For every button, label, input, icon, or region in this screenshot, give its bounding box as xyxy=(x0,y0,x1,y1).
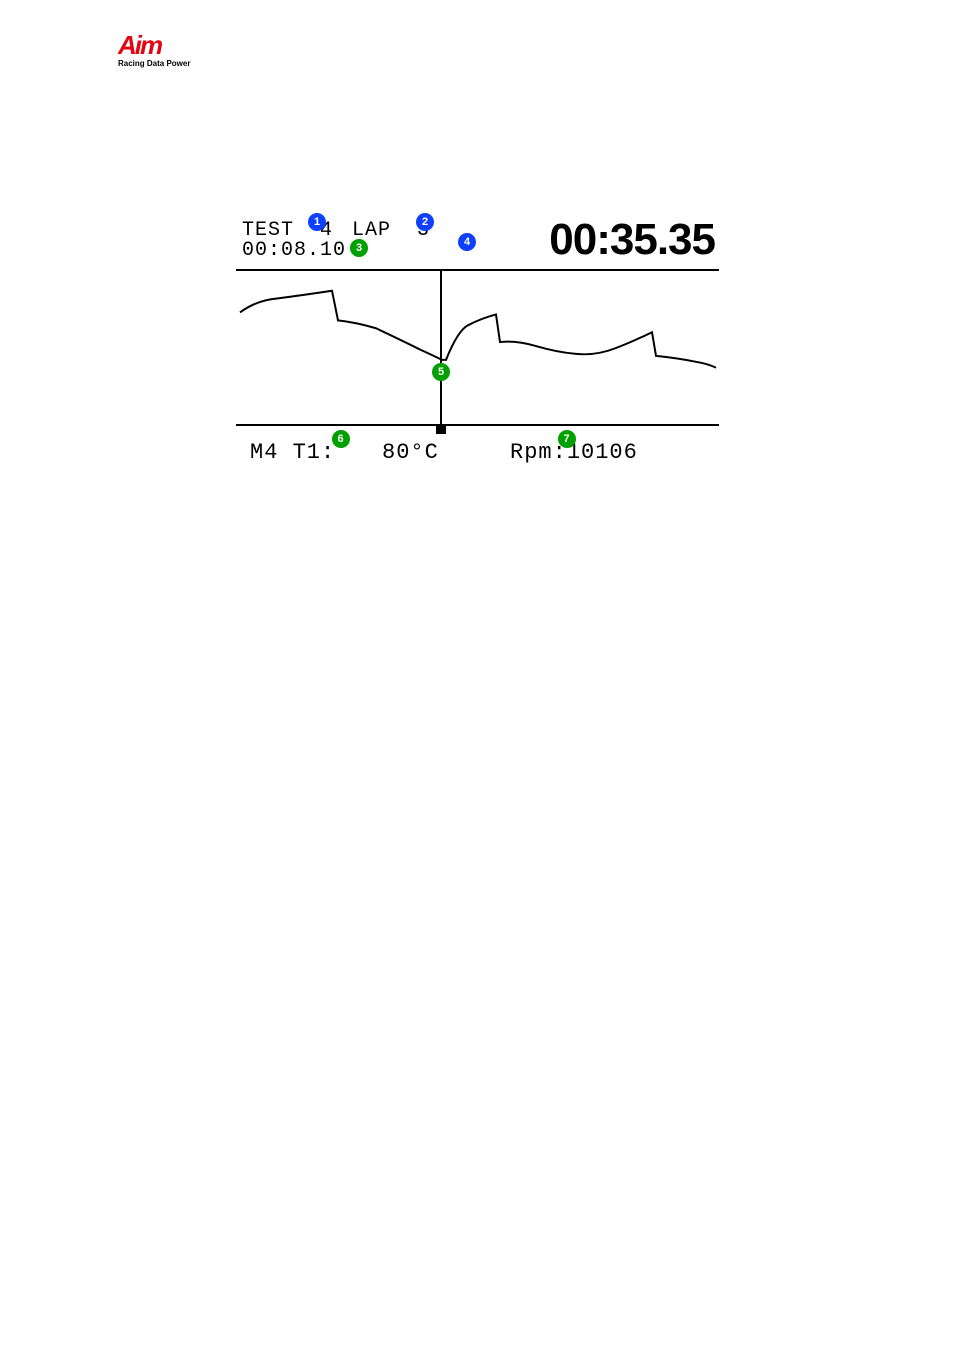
temp-value: 80°C xyxy=(382,440,439,465)
brand-logo: Aim Racing Data Power xyxy=(118,30,218,68)
callout-marker-3: 3 xyxy=(350,239,368,257)
rpm-value: 10106 xyxy=(567,440,638,465)
bottom-row: M4 T1: 80°C Rpm:10106 6 7 xyxy=(232,426,723,466)
logo-tagline: Racing Data Power xyxy=(118,59,218,68)
callout-marker-2: 2 xyxy=(416,213,434,231)
graph-area: 5 xyxy=(236,271,719,426)
callout-marker-4: 4 xyxy=(458,233,476,251)
lap-time: 00:35.35 xyxy=(549,215,715,265)
logo-text: Aim xyxy=(118,30,218,61)
header-row: TEST 4 LAP 3 00:08.10 00:35.35 1 2 3 4 xyxy=(236,213,719,271)
callout-marker-1: 1 xyxy=(308,213,326,231)
rpm-graph xyxy=(236,271,719,424)
temp-label: M4 T1: xyxy=(250,440,335,465)
callout-marker-6: 6 xyxy=(332,430,350,448)
rpm-prefix: Rpm: xyxy=(510,440,567,465)
graph-cursor-line xyxy=(440,271,442,432)
elapsed-time: 00:08.10 xyxy=(242,239,346,262)
callout-marker-5: 5 xyxy=(432,363,450,381)
display-screen: TEST 4 LAP 3 00:08.10 00:35.35 1 2 3 4 5… xyxy=(232,213,723,471)
callout-marker-7: 7 xyxy=(558,430,576,448)
